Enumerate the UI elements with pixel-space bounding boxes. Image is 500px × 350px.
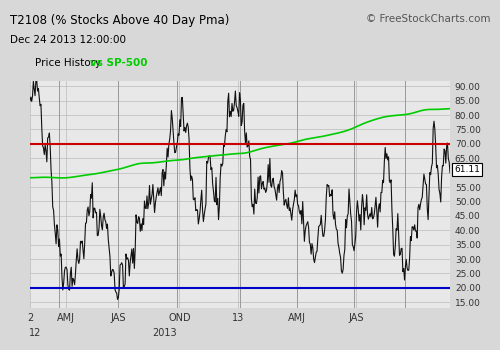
Text: Price History: Price History (35, 58, 101, 68)
Text: © FreeStockCharts.com: © FreeStockCharts.com (366, 14, 490, 24)
Text: 2013: 2013 (152, 328, 178, 338)
Text: Dec 24 2013 12:00:00: Dec 24 2013 12:00:00 (10, 35, 126, 45)
Text: vs SP-500: vs SP-500 (90, 58, 148, 68)
Text: 61.11: 61.11 (454, 165, 480, 174)
Text: T2108 (% Stocks Above 40 Day Pma): T2108 (% Stocks Above 40 Day Pma) (10, 14, 230, 27)
Text: 12: 12 (29, 328, 41, 338)
